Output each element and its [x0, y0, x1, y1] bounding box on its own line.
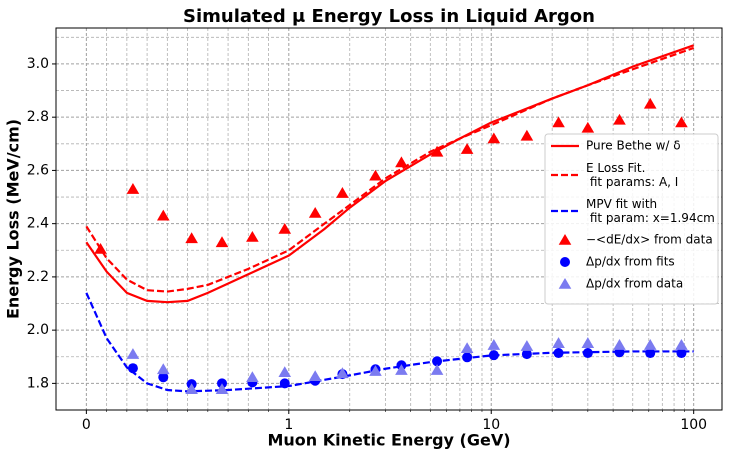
data-point — [279, 378, 290, 389]
legend-box — [544, 133, 719, 305]
data-point — [156, 363, 170, 375]
data-point — [676, 348, 687, 359]
legend-swatch — [558, 278, 572, 289]
data-point — [278, 366, 292, 377]
chart-title: Simulated μ Energy Loss in Liquid Argon — [183, 6, 595, 27]
data-point — [308, 207, 322, 218]
data-point — [521, 349, 532, 360]
y-axis-label: Energy Loss (MeV/cm) — [4, 119, 23, 319]
data-point — [643, 97, 657, 109]
y-tick-label: 3.0 — [27, 56, 49, 72]
data-point — [460, 143, 474, 154]
data-point — [158, 372, 169, 383]
data-point — [185, 383, 198, 395]
data-point — [675, 339, 688, 350]
x-tick-label: 0 — [82, 417, 91, 433]
data-point — [369, 365, 382, 376]
series-line — [85, 46, 695, 293]
legend-label: Δp/dx from fits — [586, 255, 675, 269]
data-point — [126, 183, 140, 194]
data-point — [520, 129, 534, 141]
x-tick-label: 10 — [482, 417, 500, 433]
data-point — [460, 342, 474, 354]
data-point — [581, 337, 595, 348]
data-point — [336, 187, 349, 198]
x-tick-label: 100 — [680, 417, 707, 433]
data-point — [487, 339, 501, 350]
data-point — [430, 145, 444, 157]
y-tick-label: 2.4 — [27, 216, 49, 232]
data-point — [336, 367, 349, 379]
data-point — [487, 132, 501, 144]
data-point — [462, 352, 473, 363]
data-point — [520, 340, 534, 351]
data-point — [215, 236, 229, 248]
data-point — [156, 209, 170, 221]
x-tick-label: 1 — [284, 417, 293, 433]
legend-label: MPV fit with fit param: x=1.94cm — [586, 197, 715, 225]
plot-frame — [55, 27, 723, 411]
data-point — [488, 350, 499, 361]
data-point — [552, 337, 565, 348]
data-point — [246, 371, 259, 383]
legend-swatch — [558, 234, 572, 245]
y-tick-label: 2.0 — [27, 322, 49, 338]
data-point — [126, 348, 140, 359]
data-point — [430, 364, 444, 375]
data-point — [215, 383, 229, 395]
data-point — [643, 339, 657, 350]
legend-swatch — [560, 257, 570, 267]
data-point — [308, 370, 322, 381]
y-tick-label: 1.8 — [27, 375, 49, 391]
data-point — [246, 230, 259, 242]
data-point — [369, 169, 382, 181]
y-tick-label: 2.8 — [27, 109, 49, 125]
data-point — [553, 348, 564, 359]
legend-label: −<dE/dx> from data — [586, 233, 713, 247]
x-axis-label: Muon Kinetic Energy (GeV) — [267, 431, 510, 450]
y-tick-label: 2.2 — [27, 269, 49, 285]
data-point — [395, 156, 408, 168]
legend-label: Δp/dx from data — [586, 277, 683, 291]
data-point — [185, 232, 198, 244]
data-point — [278, 222, 292, 234]
data-point — [613, 113, 626, 125]
data-point — [613, 339, 626, 350]
data-point — [645, 348, 656, 359]
data-point — [127, 363, 138, 374]
legend: Pure Bethe w/ δ E Loss Fit. fit params: A… — [544, 133, 719, 305]
legend-label: E Loss Fit. fit params: A, I — [586, 161, 678, 189]
data-point — [552, 116, 565, 128]
data-point — [432, 356, 443, 367]
data-point — [582, 348, 593, 359]
data-point — [581, 121, 595, 133]
plot-layer — [85, 44, 695, 395]
y-tick-label: 2.6 — [27, 162, 49, 178]
data-point — [395, 364, 408, 375]
data-point — [675, 116, 688, 128]
legend-label: Pure Bethe w/ δ — [586, 139, 681, 153]
data-point — [94, 242, 107, 254]
